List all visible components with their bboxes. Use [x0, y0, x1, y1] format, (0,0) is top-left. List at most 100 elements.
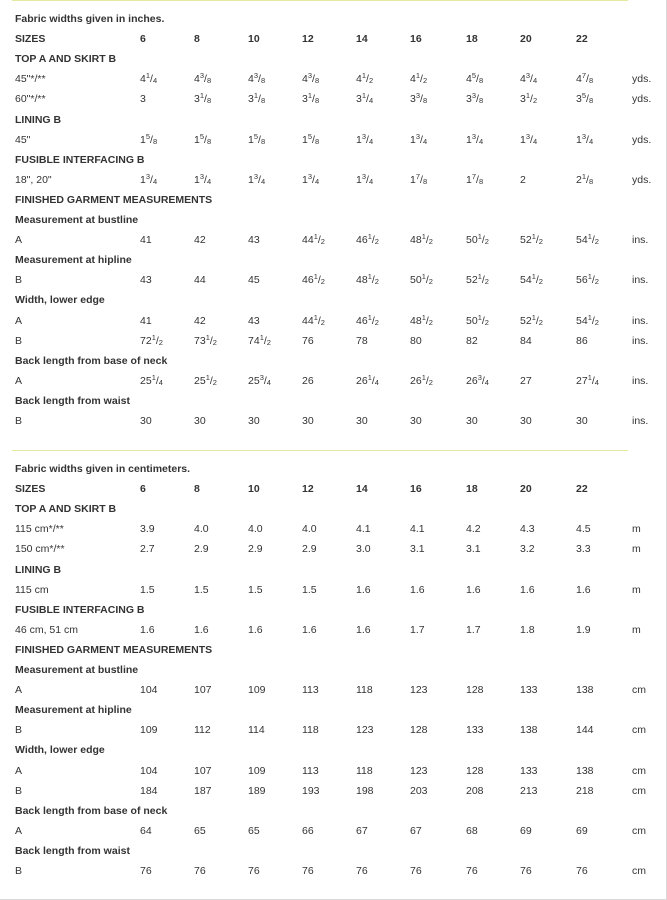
row-label: B — [15, 784, 23, 797]
size-value-cell: 30 — [520, 415, 532, 427]
size-column-header: 8 — [194, 483, 200, 496]
size-value-cell: 3.2 — [520, 543, 535, 556]
size-value-cell: 731/2 — [194, 332, 217, 347]
size-value-cell: 76 — [410, 865, 422, 877]
size-value-cell: 68 — [466, 824, 478, 837]
section-header: Back length from waist — [15, 394, 130, 407]
size-value-cell: 501/2 — [466, 312, 489, 327]
size-value-cell: 31/4 — [356, 91, 374, 106]
size-column-header: 22 — [576, 483, 588, 496]
size-value-cell: 13/4 — [520, 131, 538, 146]
size-value-cell: 41/2 — [356, 71, 374, 86]
size-value-cell: 86 — [576, 334, 588, 347]
divider-line — [12, 0, 628, 1]
size-value-cell: 30 — [576, 415, 588, 427]
unit-label: ins. — [632, 415, 649, 427]
size-value-cell: 1.6 — [302, 623, 317, 636]
table-row: 115 cm*/** 3.9 4.0 4.0 4.0 4.1 4.1 4.2 4.3 4.5 m — [0, 519, 667, 539]
section-header: Width, lower edge — [15, 294, 105, 307]
size-value-cell: 67 — [410, 824, 422, 837]
table-row: A 104 107 109 113 118 123 128 133 138 cm — [0, 680, 667, 700]
section-header: LINING B — [15, 113, 62, 126]
size-value-cell: 78 — [356, 334, 368, 347]
size-value-cell: 27 — [520, 374, 532, 387]
size-value-cell: 138 — [576, 764, 594, 777]
size-value-cell: 26 — [302, 374, 314, 387]
size-column-header: 16 — [410, 33, 422, 46]
size-value-cell: 213 — [520, 784, 538, 797]
size-value-cell: 461/2 — [356, 312, 379, 327]
unit-label: yds. — [632, 73, 652, 86]
size-value-cell: 481/2 — [356, 272, 379, 287]
section-header-row: Back length from waist — [0, 841, 667, 861]
table-row: B 30 30 30 30 30 30 30 30 30 ins. — [0, 411, 667, 431]
size-value-cell: 30 — [194, 415, 206, 427]
size-value-cell: 261/2 — [410, 372, 433, 387]
size-value-cell: 4.1 — [356, 523, 371, 536]
size-value-cell: 17/8 — [466, 171, 484, 186]
table-row: B 109 112 114 118 123 128 133 138 144 cm — [0, 720, 667, 740]
size-value-cell: 441/2 — [302, 312, 325, 327]
size-column-header: 16 — [410, 483, 422, 496]
unit-label: cm — [632, 684, 646, 697]
unit-label: ins. — [632, 274, 649, 287]
size-value-cell: 1.6 — [576, 583, 591, 596]
section-header-row: Back length from base of neck — [0, 351, 667, 371]
size-value-cell: 13/4 — [356, 131, 374, 146]
row-label: A — [15, 314, 23, 327]
size-value-cell: 1.5 — [248, 583, 263, 596]
size-value-cell: 113 — [302, 684, 319, 697]
size-value-cell: 541/2 — [576, 312, 599, 327]
size-value-cell: 461/2 — [302, 272, 325, 287]
size-value-cell: 218 — [576, 784, 594, 797]
divider-line — [12, 450, 628, 451]
size-value-cell: 104 — [140, 684, 158, 697]
size-value-cell: 133 — [466, 724, 484, 737]
row-label: A — [15, 824, 23, 837]
size-value-cell: 43/4 — [520, 71, 538, 86]
size-value-cell: 43/8 — [302, 71, 320, 86]
size-column-header: 8 — [194, 33, 200, 46]
size-value-cell: 45 — [248, 274, 260, 287]
section-header: Back length from base of neck — [15, 804, 168, 817]
size-value-cell: 67 — [356, 824, 368, 837]
size-value-cell: 76 — [248, 865, 260, 877]
size-value-cell: 481/2 — [410, 312, 433, 327]
size-value-cell: 13/4 — [140, 171, 158, 186]
table-row: B 184 187 189 193 198 203 208 213 218 cm — [0, 781, 667, 801]
size-value-cell: 118 — [302, 724, 319, 737]
size-value-cell: 69 — [520, 824, 532, 837]
section-header: FINISHED GARMENT MEASUREMENTS — [15, 643, 213, 656]
size-value-cell: 15/8 — [248, 131, 266, 146]
row-label: B — [15, 334, 23, 347]
size-value-cell: 64 — [140, 824, 152, 837]
unit-label: ins. — [632, 314, 649, 327]
section-header-row: FUSIBLE INTERFACING B — [0, 600, 667, 620]
size-value-cell: 198 — [356, 784, 374, 797]
size-value-cell: 13/4 — [356, 171, 374, 186]
row-label: 45" — [15, 133, 31, 146]
size-value-cell: 1.7 — [410, 623, 425, 636]
size-value-cell: 65 — [194, 824, 206, 837]
size-value-cell: 15/8 — [194, 131, 212, 146]
size-value-cell: 3.0 — [356, 543, 371, 556]
unit-label: ins. — [632, 234, 649, 247]
section-header: TOP A AND SKIRT B — [15, 53, 117, 66]
size-value-cell: 30 — [302, 415, 314, 427]
size-value-cell: 1.6 — [140, 623, 155, 636]
section-header: Back length from base of neck — [15, 354, 168, 367]
size-value-cell: 541/2 — [576, 232, 599, 247]
size-value-cell: 208 — [466, 784, 484, 797]
size-value-cell: 42 — [194, 314, 206, 327]
size-value-cell: 144 — [576, 724, 594, 737]
size-value-cell: 541/2 — [520, 272, 543, 287]
size-value-cell: 15/8 — [140, 131, 158, 146]
size-value-cell: 76 — [520, 865, 532, 877]
size-value-cell: 1.6 — [194, 623, 209, 636]
row-label: 60"*/** — [15, 93, 46, 106]
row-label: B — [15, 865, 23, 877]
size-value-cell: 189 — [248, 784, 266, 797]
table-heading-row: Fabric widths given in inches. — [0, 9, 667, 29]
size-value-cell: 721/2 — [140, 332, 163, 347]
size-value-cell: 4.0 — [194, 523, 209, 536]
